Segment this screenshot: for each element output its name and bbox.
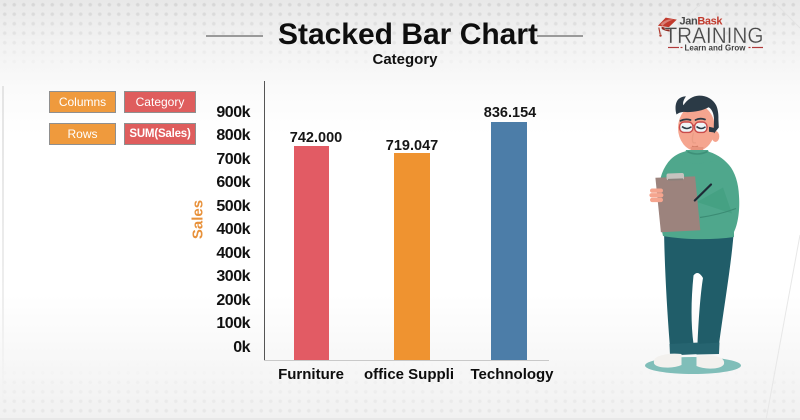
svg-text:Learn and Grow: Learn and Grow — [685, 43, 747, 52]
svg-text:TRAINING: TRAINING — [665, 23, 764, 48]
svg-text:JanBask: JanBask — [680, 16, 724, 28]
